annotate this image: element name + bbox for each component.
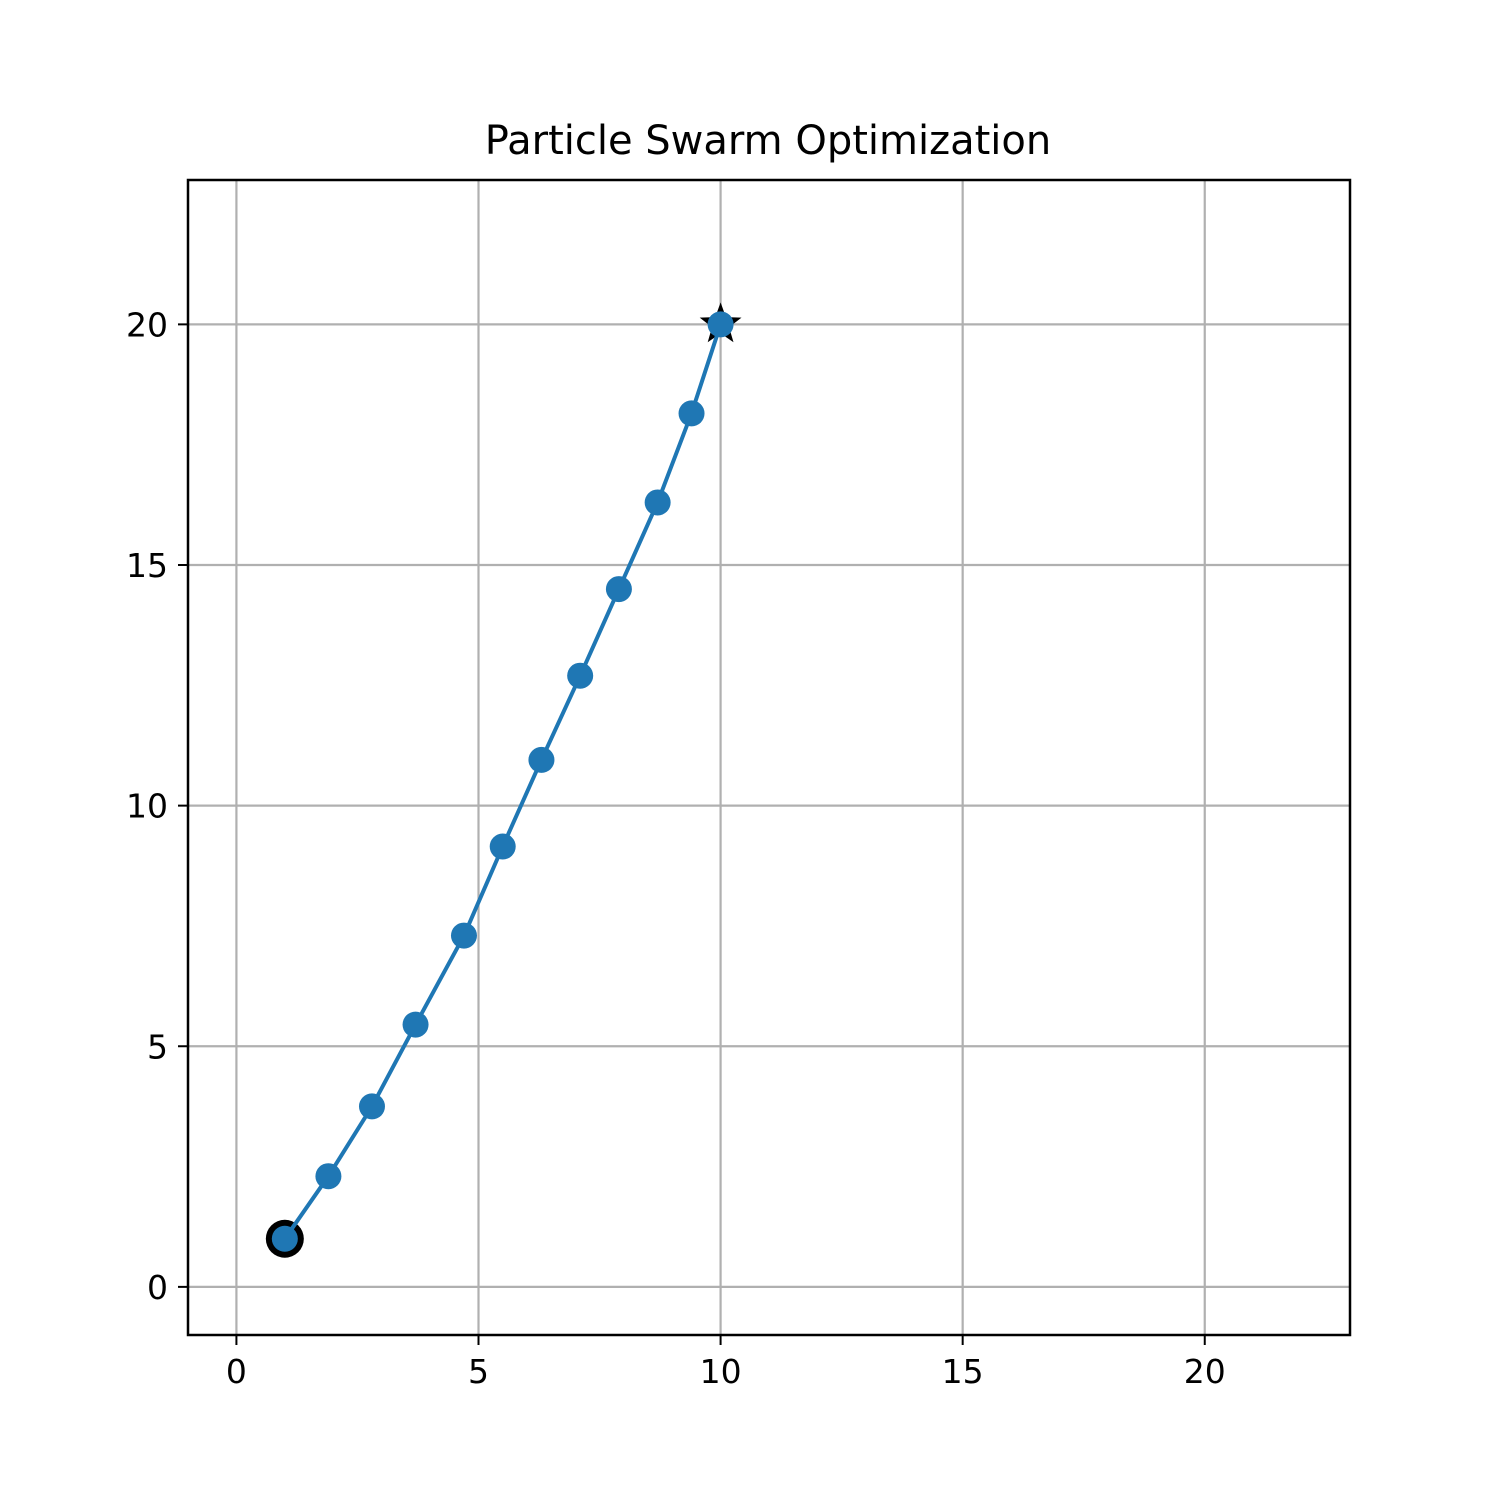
x-tick-label: 0	[226, 1352, 247, 1391]
data-point	[605, 576, 632, 603]
series-line	[283, 323, 723, 1240]
data-point	[271, 1225, 298, 1252]
data-point	[528, 746, 555, 773]
grid	[188, 180, 1350, 1335]
data-point	[450, 922, 477, 949]
data-point	[567, 662, 594, 689]
plot-frame	[186, 178, 1352, 1337]
x-tick-label: 10	[700, 1352, 742, 1391]
series-layer	[265, 302, 742, 1258]
data-point	[678, 400, 705, 427]
data-point	[707, 311, 734, 338]
y-tick-label: 5	[147, 1027, 168, 1066]
data-point	[644, 489, 671, 516]
x-tick-label: 5	[468, 1352, 489, 1391]
data-point	[315, 1163, 342, 1190]
y-tick-label: 20	[126, 305, 168, 344]
ticks: 0 5 10 15 20 0 5 10 15 20	[126, 305, 1226, 1391]
chart-title: Particle Swarm Optimization	[485, 118, 1051, 164]
data-point	[358, 1093, 385, 1120]
data-point	[402, 1011, 429, 1038]
y-tick-label: 10	[126, 787, 168, 826]
y-tick-label: 0	[147, 1268, 168, 1307]
data-point	[489, 833, 516, 860]
x-tick-label: 20	[1184, 1352, 1226, 1391]
y-tick-label: 15	[126, 546, 168, 585]
x-tick-label: 15	[942, 1352, 984, 1391]
